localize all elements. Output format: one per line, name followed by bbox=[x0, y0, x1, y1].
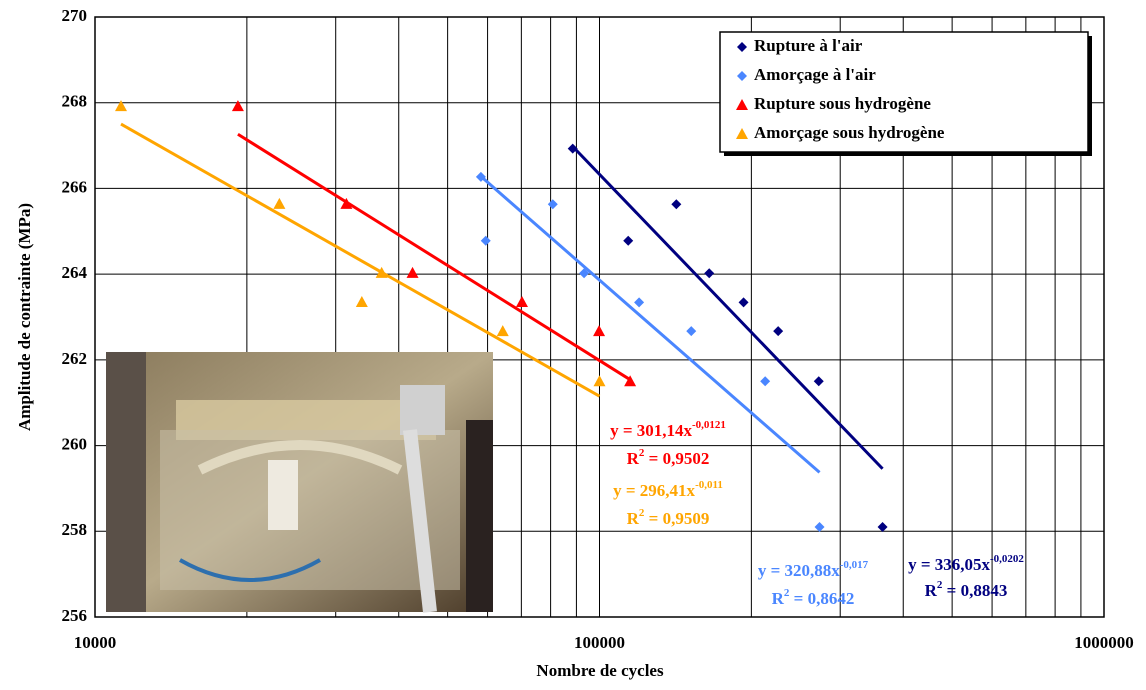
y-tick-label: 270 bbox=[62, 6, 88, 25]
r2-exponent: 2 bbox=[937, 579, 943, 591]
marker bbox=[475, 171, 486, 182]
legend-marker bbox=[737, 71, 747, 81]
legend-label: Rupture à l'air bbox=[754, 36, 863, 55]
marker bbox=[547, 199, 558, 210]
r2-exponent: 2 bbox=[639, 507, 645, 519]
legend-label: Rupture sous hydrogène bbox=[754, 94, 931, 113]
marker bbox=[738, 297, 749, 308]
equation-text: y = 296,41x bbox=[613, 481, 695, 500]
x-tick-label: 1000000 bbox=[1074, 633, 1134, 652]
marker bbox=[115, 100, 128, 112]
marker bbox=[231, 100, 244, 112]
r2-value: = 0,8642 bbox=[789, 589, 854, 608]
y-tick-label: 258 bbox=[62, 520, 88, 539]
marker bbox=[814, 522, 825, 532]
legend-label: Amorçage sous hydrogène bbox=[754, 123, 945, 142]
x-tick-label: 100000 bbox=[574, 633, 625, 652]
trend-equation: y = 320,88x-0,017 bbox=[758, 559, 869, 580]
marker bbox=[704, 268, 715, 279]
equation-text: y = 301,14x bbox=[610, 421, 692, 440]
y-tick-label: 264 bbox=[62, 263, 88, 282]
marker bbox=[624, 375, 637, 387]
marker bbox=[773, 326, 784, 337]
marker bbox=[579, 268, 590, 279]
y-tick-label: 262 bbox=[62, 349, 88, 368]
equation-text: y = 336,05x bbox=[908, 555, 990, 574]
marker bbox=[355, 296, 368, 307]
trend-equation: y = 301,14x-0,0121 bbox=[610, 419, 726, 440]
marker bbox=[593, 375, 606, 387]
y-tick-label: 268 bbox=[62, 92, 88, 111]
trend-equation: y = 296,41x-0,011 bbox=[613, 479, 723, 500]
trend-line bbox=[237, 132, 631, 381]
trend-line bbox=[120, 122, 601, 398]
marker bbox=[567, 143, 578, 154]
r2-text: R bbox=[772, 589, 785, 608]
r2-text: R bbox=[627, 509, 640, 528]
equation-exponent: -0,0202 bbox=[990, 553, 1024, 565]
marker bbox=[496, 325, 509, 337]
r-squared: R2 = 0,8642 bbox=[772, 587, 855, 608]
marker bbox=[634, 297, 645, 308]
x-axis-label: Nombre de cycles bbox=[536, 661, 664, 680]
marker bbox=[686, 326, 697, 337]
y-axis-label: Amplitude de contrainte (MPa) bbox=[15, 203, 34, 431]
plot-border bbox=[94, 16, 1105, 618]
equation-exponent: -0,0121 bbox=[692, 419, 726, 431]
y-tick-label: 266 bbox=[62, 177, 88, 196]
marker bbox=[340, 197, 353, 209]
marker bbox=[273, 197, 286, 209]
trend-equation: y = 336,05x-0,0202 bbox=[908, 553, 1024, 574]
trend-line bbox=[571, 145, 884, 470]
r2-text: R bbox=[925, 581, 938, 600]
r-squared: R2 = 0,8843 bbox=[925, 579, 1008, 600]
y-tick-label: 260 bbox=[62, 434, 88, 453]
r2-text: R bbox=[627, 449, 640, 468]
marker bbox=[480, 235, 491, 246]
marker bbox=[671, 199, 682, 210]
legend-label: Amorçage à l'air bbox=[754, 65, 876, 84]
marker bbox=[406, 266, 419, 278]
inset-photo bbox=[106, 352, 493, 613]
marker bbox=[813, 376, 824, 387]
r2-exponent: 2 bbox=[784, 587, 790, 599]
marker bbox=[760, 376, 771, 387]
legend: Rupture à l'air Amorçage à l'air Rupture s… bbox=[719, 31, 1092, 156]
marker bbox=[877, 522, 888, 532]
equation-exponent: -0,011 bbox=[695, 479, 723, 491]
x-tick-label: 10000 bbox=[74, 633, 117, 652]
marker bbox=[515, 296, 528, 307]
equation-text: y = 320,88x bbox=[758, 561, 840, 580]
r2-value: = 0,9509 bbox=[644, 509, 709, 528]
r2-value: = 0,8843 bbox=[942, 581, 1007, 600]
legend-marker bbox=[737, 42, 747, 52]
legend-marker bbox=[736, 99, 748, 110]
marker bbox=[623, 235, 634, 246]
marker bbox=[593, 325, 606, 337]
trend-line bbox=[479, 175, 821, 474]
marker bbox=[375, 266, 388, 278]
legend-marker bbox=[736, 128, 748, 139]
equation-exponent: -0,017 bbox=[840, 559, 869, 571]
r-squared: R2 = 0,9502 bbox=[627, 447, 710, 468]
r2-value: = 0,9502 bbox=[644, 449, 709, 468]
r-squared: R2 = 0,9509 bbox=[627, 507, 710, 528]
y-tick-label: 256 bbox=[62, 606, 88, 625]
r2-exponent: 2 bbox=[639, 447, 645, 459]
